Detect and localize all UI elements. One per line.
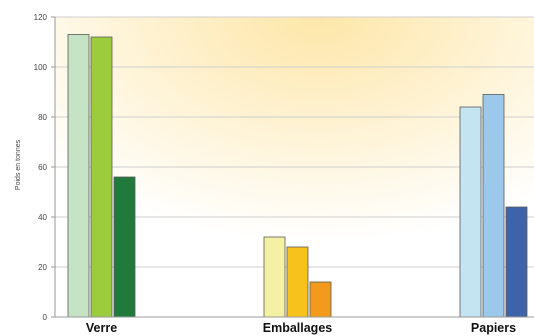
category-label: Papiers bbox=[471, 321, 516, 335]
y-tick-label: 80 bbox=[38, 113, 47, 122]
bar-verre-2 bbox=[90, 36, 113, 318]
y-tick-label: 0 bbox=[43, 313, 48, 322]
bar-emballages-1 bbox=[263, 236, 286, 318]
axes bbox=[51, 16, 534, 318]
category-label: Verre bbox=[86, 321, 117, 335]
y-tick-label: 40 bbox=[38, 213, 47, 222]
bar-verre-1 bbox=[67, 34, 90, 318]
bar-emballages-2 bbox=[286, 246, 309, 318]
category-label: Emballages bbox=[263, 321, 333, 335]
bar-papiers-3 bbox=[505, 206, 528, 318]
bar-papiers-2 bbox=[482, 94, 505, 318]
bar-verre-3 bbox=[113, 176, 136, 318]
bars bbox=[67, 34, 528, 318]
y-tick-label: 120 bbox=[34, 13, 48, 22]
bar-papiers-1 bbox=[459, 106, 482, 318]
bar-emballages-3 bbox=[309, 281, 332, 318]
y-tick-label: 20 bbox=[38, 263, 47, 272]
y-axis-title: Poids en tonnes bbox=[15, 139, 22, 190]
y-tick-label: 60 bbox=[38, 163, 47, 172]
y-tick-label: 100 bbox=[34, 63, 48, 72]
labels: 0 20 40 60 80 100 120 Poids en tonnes Verre Embal… bbox=[15, 13, 516, 335]
